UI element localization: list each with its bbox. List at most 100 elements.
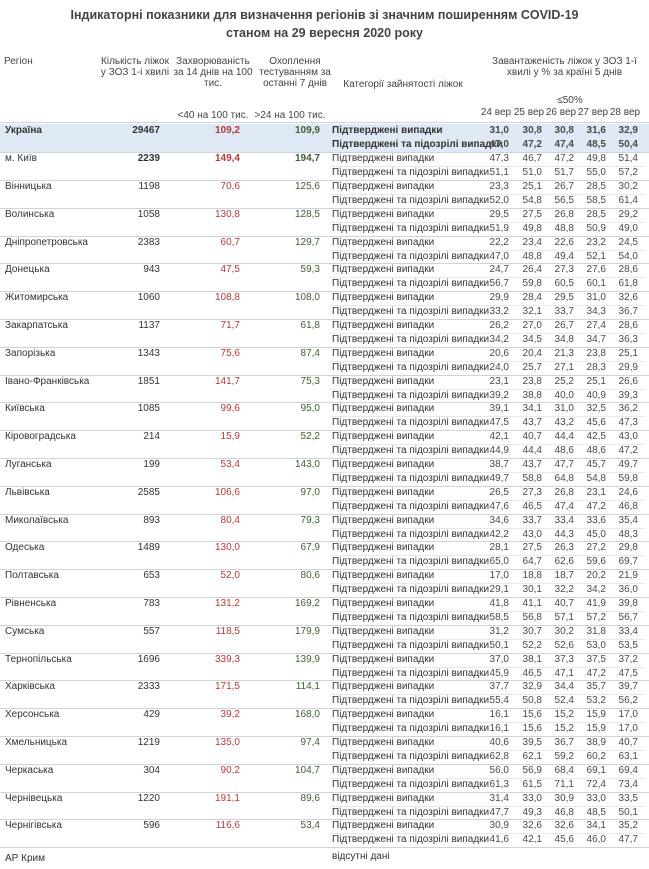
occupancy: 24,7 [489,264,509,276]
occupancy: 47,7 [618,834,638,846]
row-rule [0,513,649,515]
occupancy: 61,8 [618,278,638,290]
occupancy: 28,5 [586,208,606,220]
occupancy: 44,3 [554,528,574,540]
incidence: 191,1 [214,792,240,804]
occupancy: 28,4 [522,292,542,304]
beds: 1219 [137,737,160,748]
category: Підтверджені випадки [332,625,435,637]
occupancy: 31,0 [586,292,606,304]
category: Підтверджені та підозрілі випадки [332,639,490,651]
region-name: Івано-Франківська [5,375,90,387]
occupancy: 15,6 [522,709,542,721]
occupancy: 53,2 [586,695,606,707]
col-header: Завантаженість ліжок у ЗОЗ 1-ї хвилі у %… [492,56,637,78]
occupancy: 43,7 [522,417,542,429]
sub-rule [330,638,645,640]
category: Підтверджені випадки [332,375,435,387]
occupancy: 34,1 [522,403,542,415]
category: Підтверджені випадки [332,153,435,165]
category: Підтверджені та підозрілі випадки [332,611,490,623]
occupancy: 22,6 [554,236,574,248]
category: Підтверджені та підозрілі випадки [332,528,490,540]
occupancy: 63,1 [618,750,638,762]
occupancy: 53,5 [618,639,638,651]
region-name: м. Київ [5,153,37,165]
threshold: ≤50% [557,95,583,106]
occupancy: 25,7 [522,361,542,373]
occupancy: 47,2 [554,153,574,165]
occupancy: 59,6 [586,556,606,568]
occupancy: 62,8 [489,750,509,762]
occupancy: 26,8 [554,208,574,220]
occupancy: 56,7 [618,611,638,623]
incidence: 116,6 [215,820,240,832]
sub-rule [330,749,645,751]
sub-rule [330,805,645,807]
sub-rule [330,166,645,168]
date-header: 27 вер [577,107,609,118]
region-name: Хмельницька [5,737,68,748]
testing: 61,8 [300,320,320,331]
occupancy: 28,1 [489,542,509,554]
occupancy: 17,0 [618,723,638,735]
incidence: 71,7 [220,320,240,331]
incidence: 135,0 [214,737,240,748]
beds: 653 [143,570,160,582]
occupancy: 29,9 [489,292,509,304]
category: Підтверджені випадки [332,542,435,554]
occupancy: 39,5 [522,737,542,748]
row-rule [0,569,649,571]
region-name: Сумська [5,625,45,637]
beds: 1696 [137,653,160,665]
occupancy: 46,5 [522,667,542,679]
occupancy: 48,6 [554,445,574,457]
occupancy: 47,7 [554,459,574,470]
occupancy: 40,7 [554,598,574,609]
occupancy: 38,1 [522,653,542,665]
row-highlight [0,124,649,153]
occupancy: 50,4 [618,139,638,151]
category: Підтверджені випадки [332,820,435,832]
occupancy: 22,2 [489,236,509,248]
beds: 893 [143,514,160,526]
occupancy: 43,0 [522,528,542,540]
testing: 67,9 [300,542,320,554]
occupancy: 42,2 [489,528,509,540]
row-rule [0,791,649,793]
occupancy: 23,8 [522,375,542,387]
occupancy: 54,0 [618,250,638,262]
region-name: Черкаська [5,764,54,776]
occupancy: 62,1 [522,750,542,762]
testing: 139,9 [294,653,320,665]
occupancy: 29,2 [618,208,638,220]
occupancy: 37,2 [618,653,638,665]
occupancy: 50,9 [586,222,606,234]
occupancy: 32,9 [522,681,542,693]
occupancy: 34,2 [586,584,606,596]
beds: 1489 [137,542,160,554]
occupancy: 45,6 [554,834,574,846]
region-name: Полтавська [5,570,59,582]
category: Підтверджені випадки [332,403,435,415]
occupancy: 71,1 [554,778,574,790]
category: Підтверджені та підозрілі випадки [332,417,490,429]
occupancy: 32,9 [618,125,638,137]
occupancy: 32,6 [554,820,574,832]
occupancy: 26,4 [522,264,542,276]
occupancy: 27,3 [554,264,574,276]
occupancy: 49,8 [586,153,606,165]
occupancy: 30,8 [522,125,542,137]
testing: 75,3 [300,375,320,387]
occupancy: 60,5 [554,278,574,290]
occupancy: 55,4 [489,695,509,707]
occupancy: 31,4 [489,792,509,804]
occupancy: 49,7 [489,472,509,484]
occupancy: 27,1 [554,361,574,373]
category: Підтверджені та підозрілі випадки [332,806,490,818]
occupancy: 56,7 [489,278,509,290]
incidence: 149,4 [214,153,240,165]
incidence: 131,2 [214,598,240,609]
row-rule [0,458,649,459]
